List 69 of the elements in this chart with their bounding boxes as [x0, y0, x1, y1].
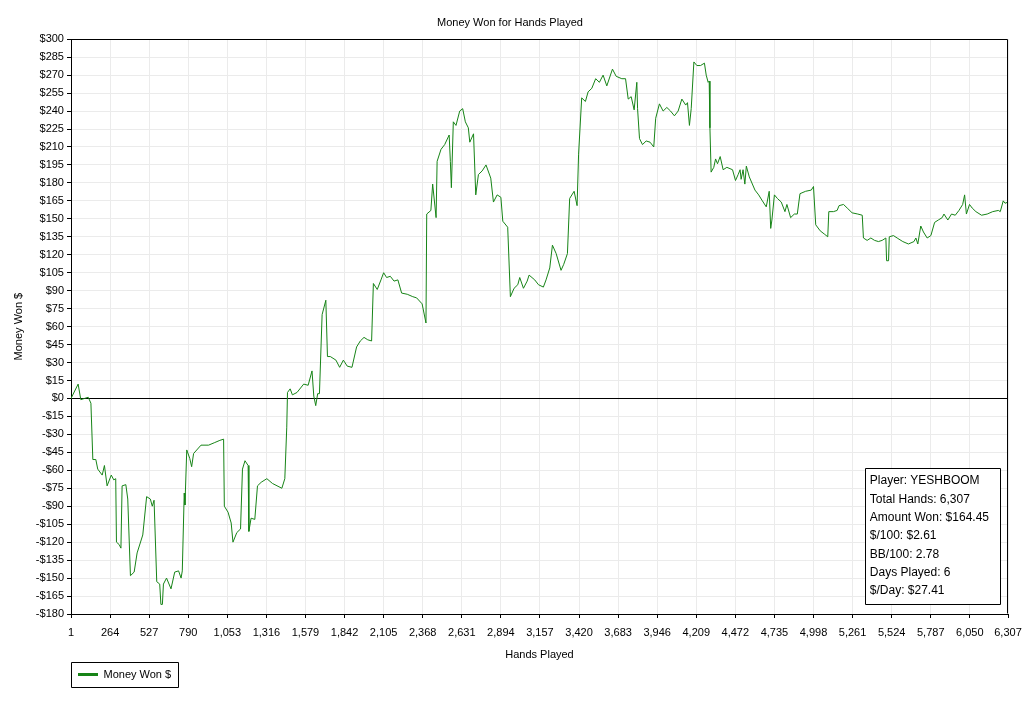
x-tick-label: 3,683: [604, 625, 632, 638]
y-tick-label: -$90: [41, 499, 64, 512]
y-tick-label: -$60: [41, 463, 64, 476]
x-tick-label: 3,157: [526, 625, 554, 638]
x-tick-label: 2,368: [408, 625, 437, 638]
x-tick-label: 2,105: [369, 625, 398, 638]
y-tick-label: -$45: [41, 445, 64, 458]
x-tick-label: 1,579: [291, 625, 320, 638]
y-tick-label: $285: [39, 50, 64, 63]
y-tick-label: -$30: [41, 427, 64, 440]
y-tick-label: $90: [45, 283, 64, 296]
y-tick-label: $30: [45, 355, 64, 368]
x-tick-label: 1,316: [252, 625, 281, 638]
annotation: Player: YESHBOOM: [869, 473, 980, 488]
y-tick-label: $60: [45, 319, 64, 332]
y-tick-label: $0: [51, 391, 64, 404]
y-tick-label: -$150: [35, 571, 64, 584]
y-tick-label: $180: [39, 175, 64, 188]
x-axis-title: Hands Played: [505, 648, 574, 661]
y-tick-label: -$75: [41, 481, 64, 494]
y-tick-label: -$135: [35, 553, 64, 566]
y-tick-label: $135: [39, 229, 64, 242]
y-tick-label: -$165: [35, 589, 64, 602]
y-tick-label: $15: [45, 373, 64, 386]
x-tick-label: 1: [67, 625, 75, 638]
x-tick-label: 1,053: [213, 625, 242, 638]
y-tick-label: $255: [39, 86, 64, 99]
x-tick-label: 4,472: [721, 625, 750, 638]
x-tick-label: 5,261: [838, 625, 867, 638]
y-tick-label: -$105: [35, 517, 64, 530]
y-tick-label: $300: [39, 32, 64, 45]
x-tick-label: 6,050: [956, 625, 984, 638]
y-tick-label: $165: [39, 193, 64, 206]
annotation: Amount Won: $164.45: [869, 509, 990, 524]
y-tick-label: -$120: [35, 535, 64, 548]
x-tick-label: 1,842: [330, 625, 359, 638]
x-tick-label: 2,894: [487, 625, 515, 638]
y-tick-label: $240: [39, 104, 64, 117]
x-tick-label: 2,631: [448, 625, 476, 638]
y-tick-label: $195: [39, 157, 64, 170]
x-tick-label: 4,998: [799, 625, 828, 638]
y-tick-label: $225: [39, 122, 64, 135]
x-tick-label: 4,735: [760, 625, 789, 638]
annotation: Days Played: 6: [869, 564, 951, 579]
x-tick-label: 790: [179, 625, 198, 638]
y-tick-label: $210: [39, 140, 64, 153]
y-tick-label: $150: [39, 211, 64, 224]
x-tick-label: 5,524: [877, 625, 906, 638]
y-tick-label: $120: [39, 247, 64, 260]
x-tick-label: 3,420: [565, 625, 593, 638]
x-tick-label: 5,787: [916, 625, 945, 638]
x-tick-label: 4,209: [682, 625, 711, 638]
annotation: Total Hands: 6,307: [869, 491, 971, 506]
chart-title: Money Won for Hands Played: [437, 15, 583, 28]
y-axis-title: Money Won $: [11, 292, 24, 361]
x-tick-label: 3,946: [643, 625, 671, 638]
y-tick-label: -$15: [41, 409, 64, 422]
y-tick-label: -$180: [35, 607, 64, 620]
y-tick-label: $105: [39, 265, 64, 278]
annotation: BB/100: 2.78: [869, 546, 940, 561]
annotation: $/Day: $27.41: [869, 583, 945, 598]
annotation: $/100: $2.61: [869, 528, 937, 543]
x-tick-label: 6,307: [994, 625, 1022, 638]
x-tick-label: 264: [100, 625, 120, 638]
legend-label: Money Won $: [103, 667, 172, 680]
y-tick-label: $270: [39, 68, 64, 81]
x-tick-label: 527: [139, 625, 159, 638]
y-tick-label: $75: [45, 301, 64, 314]
y-tick-label: $45: [45, 337, 64, 350]
